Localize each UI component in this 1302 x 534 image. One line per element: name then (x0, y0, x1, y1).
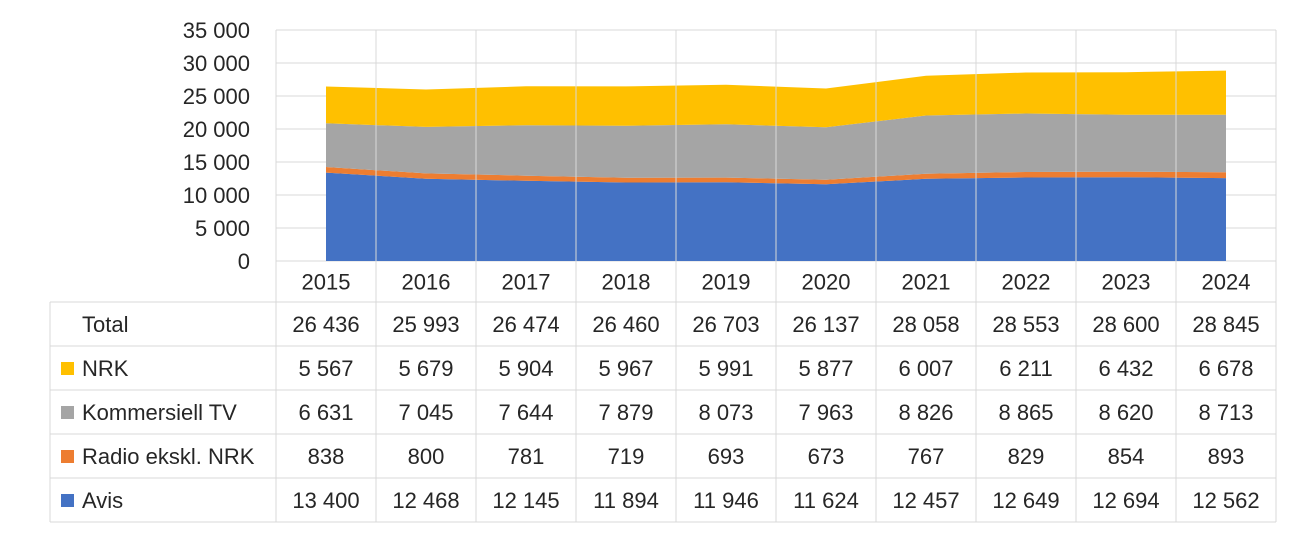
table-cell: 6 211 (999, 356, 1052, 381)
x-tick-label: 2022 (1002, 270, 1051, 295)
table-cell: 13 400 (292, 488, 359, 513)
y-tick-label: 30 000 (183, 51, 250, 76)
table-cell: 893 (1208, 444, 1245, 469)
x-tick-label: 2023 (1102, 270, 1151, 295)
table-cell: 5 967 (598, 356, 653, 381)
table-row-label: Avis (82, 488, 123, 513)
table-cell: 719 (608, 444, 645, 469)
table-row-label: Total (82, 312, 128, 337)
x-tick-label: 2020 (802, 270, 851, 295)
table-cell: 8 713 (1198, 400, 1253, 425)
y-tick-label: 15 000 (183, 150, 250, 175)
legend-swatch (61, 494, 74, 507)
table-row-label: Kommersiell TV (82, 400, 237, 425)
table-cell: 693 (708, 444, 745, 469)
table-cell: 5 991 (698, 356, 753, 381)
table-cell: 854 (1108, 444, 1145, 469)
table-cell: 12 649 (992, 488, 1059, 513)
table-cell: 5 679 (398, 356, 453, 381)
x-tick-label: 2016 (402, 270, 451, 295)
x-tick-label: 2017 (502, 270, 551, 295)
y-axis: 0 5 000 10 000 15 000 20 000 25 000 30 000 35 0… (183, 18, 250, 274)
x-tick-label: 2019 (702, 270, 751, 295)
legend-swatch (61, 406, 74, 419)
table-cell: 6 432 (1098, 356, 1153, 381)
table-cell: 8 826 (898, 400, 953, 425)
table-cell: 6 678 (1198, 356, 1253, 381)
table-cell: 12 468 (392, 488, 459, 513)
y-tick-label: 25 000 (183, 84, 250, 109)
y-tick-label: 0 (238, 249, 250, 274)
x-tick-label: 2015 (302, 270, 351, 295)
y-tick-label: 5 000 (195, 216, 250, 241)
x-tick-label: 2021 (902, 270, 951, 295)
area-radio-ekskl-nrk (326, 167, 1226, 185)
table-cell: 800 (408, 444, 445, 469)
table-cell: 8 620 (1098, 400, 1153, 425)
table-cell: 7 045 (398, 400, 453, 425)
table-cell: 6 631 (298, 400, 353, 425)
table-cell: 829 (1008, 444, 1045, 469)
y-tick-label: 20 000 (183, 117, 250, 142)
table-cell: 11 894 (593, 488, 659, 513)
y-tick-label: 10 000 (183, 183, 250, 208)
table-cell: 26 474 (492, 312, 559, 337)
table-cell: 5 904 (498, 356, 553, 381)
legend-swatch (61, 450, 74, 463)
table-cell: 26 460 (592, 312, 659, 337)
table-cell: 28 058 (892, 312, 959, 337)
table-cell: 6 007 (898, 356, 953, 381)
table-cell: 12 694 (1092, 488, 1159, 513)
table-cell: 12 457 (892, 488, 959, 513)
table-cell: 12 562 (1192, 488, 1259, 513)
table-cell: 26 436 (292, 312, 359, 337)
data-table: 2015 2016 2017 2018 2019 2020 2021 2022 2023 2024… (49, 30, 1277, 523)
x-tick-label: 2018 (602, 270, 651, 295)
x-tick-label: 2024 (1202, 270, 1251, 295)
table-cell: 5 877 (798, 356, 853, 381)
table-cell: 673 (808, 444, 845, 469)
table-cell: 8 073 (698, 400, 753, 425)
table-cell: 11 624 (793, 488, 859, 513)
table-cell: 7 879 (598, 400, 653, 425)
table-cell: 28 845 (1192, 312, 1259, 337)
table-row-label: NRK (82, 356, 129, 381)
table-cell: 767 (908, 444, 945, 469)
table-cell: 28 553 (992, 312, 1059, 337)
table-cell: 26 137 (792, 312, 859, 337)
table-row-label: Radio ekskl. NRK (82, 444, 255, 469)
table-cell: 28 600 (1092, 312, 1159, 337)
legend-swatch (61, 362, 74, 375)
table-cell: 12 145 (492, 488, 559, 513)
table-cell: 5 567 (298, 356, 353, 381)
y-tick-label: 35 000 (183, 18, 250, 43)
table-cell: 781 (508, 444, 545, 469)
table-cell: 25 993 (392, 312, 459, 337)
table-cell: 7 644 (498, 400, 553, 425)
table-cell: 7 963 (798, 400, 853, 425)
table-cell: 26 703 (692, 312, 759, 337)
table-cell: 8 865 (998, 400, 1053, 425)
table-cell: 838 (308, 444, 345, 469)
table-cell: 11 946 (693, 488, 759, 513)
